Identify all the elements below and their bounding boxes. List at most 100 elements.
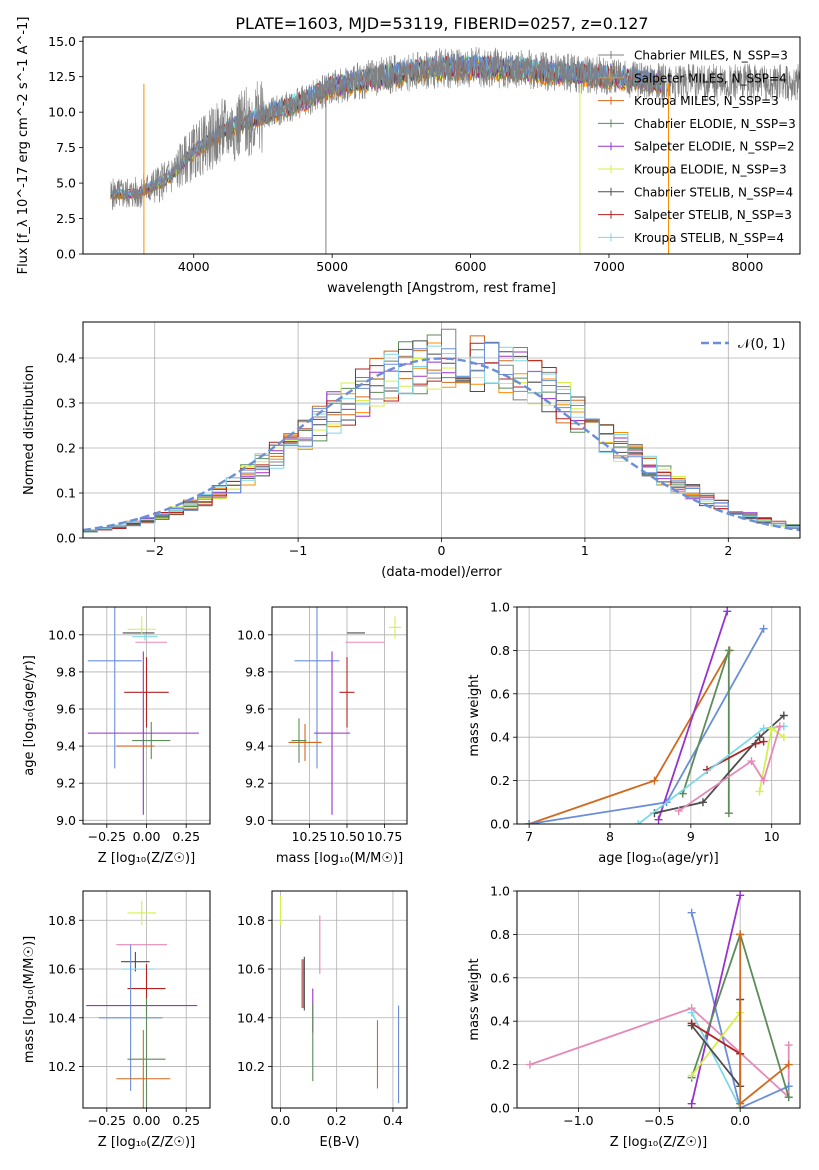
x-axis-label: age [log₁₀(age/yr)] bbox=[598, 851, 719, 866]
x-tick-label: 5000 bbox=[316, 259, 348, 274]
mass-weight-line bbox=[678, 726, 781, 812]
y-tick-label: 9.8 bbox=[245, 664, 265, 679]
plus-marker bbox=[755, 787, 764, 796]
y-tick-label: 10.6 bbox=[237, 962, 265, 977]
y-tick-label: 0.0 bbox=[56, 247, 76, 262]
legend-label-5: Salpeter ELODIE, N_SSP=2 bbox=[634, 140, 795, 154]
x-axis-label: E(B-V) bbox=[319, 1135, 359, 1150]
y-tick-label: 10.4 bbox=[237, 1010, 265, 1025]
y-tick-label: 0.0 bbox=[56, 531, 76, 546]
x-tick-label: 10.50 bbox=[329, 829, 365, 844]
y-tick-label: 0.6 bbox=[490, 686, 510, 701]
x-tick-label: 8000 bbox=[731, 259, 763, 274]
y-tick-label: 10.2 bbox=[48, 1059, 76, 1074]
x-axis-label: mass [log₁₀(M/M☉)] bbox=[276, 851, 403, 866]
legend-label-4: Chabrier ELODIE, N_SSP=3 bbox=[634, 117, 796, 131]
y-tick-label: 7.5 bbox=[56, 140, 76, 155]
plus-marker bbox=[634, 820, 643, 824]
y-tick-label: 9.8 bbox=[56, 664, 76, 679]
x-tick-label: −0.25 bbox=[88, 1113, 126, 1128]
plus-marker bbox=[779, 733, 788, 742]
y-tick-label: 9.0 bbox=[245, 813, 265, 828]
panel-residuals: −2 −1 0 1 2 0.0 0.1 0.2 0.3 0.4 (data-model)/error… bbox=[22, 321, 801, 580]
plot-area bbox=[525, 607, 788, 824]
plot-area bbox=[279, 895, 400, 1104]
panel-mass_vs_Z: −0.25 0.00 0.25 10.2 10.4 10.6 10.8 Z [log₁₀(Z/… bbox=[22, 890, 211, 1150]
plus-marker bbox=[525, 820, 534, 824]
legend-label-6: Kroupa ELODIE, N_SSP=3 bbox=[634, 163, 787, 177]
plus-marker bbox=[759, 724, 768, 733]
residual-histogram bbox=[83, 341, 800, 533]
y-tick-label: 0.8 bbox=[490, 927, 510, 942]
y-tick-label: 1.0 bbox=[490, 600, 510, 615]
mass-weight-line bbox=[690, 912, 790, 1108]
plus-marker bbox=[759, 624, 768, 633]
plot-area bbox=[288, 607, 401, 815]
x-axis-label: (data-model)/error bbox=[381, 565, 502, 580]
y-tick-label: 0.2 bbox=[490, 773, 510, 788]
x-tick-label: 10.25 bbox=[292, 829, 328, 844]
plot-area bbox=[86, 900, 198, 1108]
y-tick-label: 10.0 bbox=[48, 627, 76, 642]
y-axis-label: mass weight bbox=[467, 958, 482, 1040]
y-axis-label: Flux [f_λ 10^-17 erg cm^-2 s^-1 A^-1] bbox=[16, 17, 31, 275]
legend-label-8: Salpeter STELIB, N_SSP=3 bbox=[634, 208, 792, 222]
x-tick-label: 9 bbox=[687, 829, 695, 844]
y-axis-label: mass [log₁₀(M/M☉)] bbox=[22, 936, 37, 1063]
plus-marker bbox=[723, 607, 732, 616]
y-axis-label: Normed distribution bbox=[22, 365, 37, 495]
plus-marker bbox=[784, 1060, 793, 1069]
x-axis-label: Z [log₁₀(Z/Z☉)] bbox=[610, 1135, 707, 1150]
plus-marker bbox=[736, 930, 745, 939]
axes-frame bbox=[516, 606, 801, 825]
y-tick-label: 9.6 bbox=[245, 702, 265, 717]
y-tick-label: 0.4 bbox=[490, 730, 510, 745]
plus-marker bbox=[747, 757, 756, 766]
mass-weight-line bbox=[691, 1022, 741, 1055]
x-tick-label: −0.5 bbox=[644, 1113, 674, 1128]
x-axis-label: wavelength [Angstrom, rest frame] bbox=[327, 281, 556, 296]
plus-marker bbox=[724, 809, 733, 818]
x-tick-label: 0.00 bbox=[133, 1113, 161, 1128]
x-tick-label: −1 bbox=[289, 543, 307, 558]
y-tick-label: 1.0 bbox=[490, 884, 510, 899]
y-tick-label: 9.4 bbox=[245, 739, 265, 754]
plus-marker bbox=[767, 724, 776, 733]
y-tick-label: 2.5 bbox=[56, 211, 76, 226]
axes-frame bbox=[82, 606, 211, 825]
panel-age_vs_Z: −0.25 0.00 0.25 9.0 9.2 9.4 9.6 9.8 10.0 Z [log₁₀… bbox=[22, 606, 211, 866]
plus-marker bbox=[755, 733, 764, 742]
y-tick-label: 0.2 bbox=[490, 1057, 510, 1072]
y-tick-label: 0.2 bbox=[56, 441, 76, 456]
y-tick-label: 10.0 bbox=[237, 627, 265, 642]
mass-weight-line bbox=[690, 895, 742, 1104]
axes-frame bbox=[82, 36, 801, 255]
x-tick-label: −1.0 bbox=[563, 1113, 593, 1128]
y-tick-label: 10.2 bbox=[237, 1059, 265, 1074]
x-tick-label: 0.0 bbox=[270, 1113, 290, 1128]
y-tick-label: 0.4 bbox=[490, 1014, 510, 1029]
legend-label-9: Kroupa STELIB, N_SSP=4 bbox=[634, 231, 784, 245]
y-tick-label: 0.3 bbox=[56, 396, 76, 411]
x-tick-label: 6000 bbox=[455, 259, 487, 274]
panel-mass_vs_ebv: 0.0 0.2 0.4 10.2 10.4 10.6 10.8 E(B-V) bbox=[237, 890, 408, 1150]
panel-massweight_vs_Z: −1.0 −0.5 0.0 0.0 0.2 0.4 0.6 0.8 1.0 Z [log₁₀(Z/… bbox=[467, 884, 801, 1150]
x-tick-label: 8 bbox=[606, 829, 614, 844]
plus-marker bbox=[698, 798, 707, 807]
plus-marker bbox=[687, 1021, 696, 1030]
y-tick-label: 0.1 bbox=[56, 486, 76, 501]
legend-label: 𝒩(0, 1) bbox=[738, 337, 785, 352]
plus-marker bbox=[779, 711, 788, 720]
axes-frame bbox=[271, 890, 408, 1109]
y-tick-label: 10.4 bbox=[48, 1010, 76, 1025]
data-spectrum-line bbox=[110, 46, 800, 211]
legend-label-1: Chabrier MILES, N_SSP=3 bbox=[634, 49, 788, 63]
x-tick-label: 0.25 bbox=[172, 1113, 200, 1128]
x-tick-label: 1 bbox=[581, 543, 589, 558]
normal-curve bbox=[83, 357, 800, 532]
x-tick-label: 0.25 bbox=[172, 829, 200, 844]
y-tick-label: 0.0 bbox=[490, 817, 510, 832]
x-tick-label: 10 bbox=[764, 829, 780, 844]
y-tick-label: 0.8 bbox=[490, 643, 510, 658]
plot-area bbox=[87, 607, 199, 815]
